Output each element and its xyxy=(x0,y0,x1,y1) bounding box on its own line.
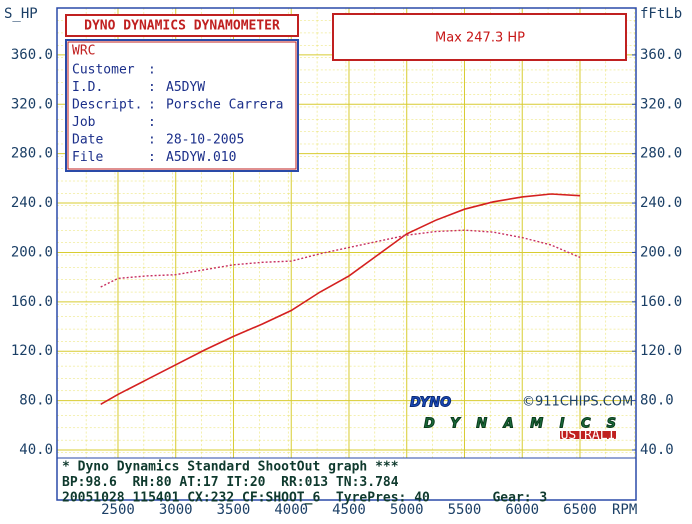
x-tick-label: 4500 xyxy=(332,502,366,518)
info-field: : xyxy=(148,133,156,148)
header: DYNO DYNAMICS DYNAMOMETER xyxy=(84,19,280,34)
y2-tick-label: 200.0 xyxy=(640,244,682,260)
header-box xyxy=(65,14,299,37)
info-title: WRC xyxy=(72,44,95,59)
info-box-inner xyxy=(67,41,297,170)
x-tick-label: 6500 xyxy=(563,502,597,518)
info-field: : xyxy=(148,98,156,113)
info-field: A5DYW.010 xyxy=(166,150,236,165)
y-tick-label: 120.0 xyxy=(11,343,53,359)
y2-tick-label: 160.0 xyxy=(640,294,682,310)
info-field: : xyxy=(148,80,156,95)
info-box xyxy=(65,39,299,172)
info-field: File xyxy=(72,150,103,165)
y2-tick-label: 80.0 xyxy=(640,393,674,409)
info-field: : xyxy=(148,115,156,130)
y2-tick-label: 320.0 xyxy=(640,96,682,112)
y2-tick-label: 240.0 xyxy=(640,195,682,211)
footer: * Dyno Dynamics Standard ShootOut graph … xyxy=(62,460,547,506)
logo-top: DYNO xyxy=(410,396,451,411)
y-tick-label: 40.0 xyxy=(19,442,53,458)
logo-bar xyxy=(560,431,616,439)
info-field: A5DYW xyxy=(166,80,205,95)
footer-line: BP:98.6 RH:80 AT:17 IT:20 RR:013 TN:3.78… xyxy=(62,475,399,490)
info-field: Customer xyxy=(72,63,135,78)
y-tick-label: 80.0 xyxy=(19,393,53,409)
y-tick-label: 200.0 xyxy=(11,244,53,260)
frame xyxy=(56,7,637,501)
y-tick-label: 320.0 xyxy=(11,96,53,112)
y2-tick-label: 280.0 xyxy=(640,146,682,162)
info-field: 28-10-2005 xyxy=(166,133,244,148)
info-field: Porsche Carrera xyxy=(166,98,283,113)
footer-line: 20051028 115401 CX:232 CF:SHOOT_6 TyrePr… xyxy=(62,491,547,506)
series-line xyxy=(100,193,581,405)
y2-axis-label: fFtLb xyxy=(640,6,682,22)
y-tick-label: 160.0 xyxy=(11,294,53,310)
info-field: Job xyxy=(72,115,96,130)
x-tick-label: 3500 xyxy=(217,502,251,518)
logo-site: ©911CHIPS.COM xyxy=(522,395,633,410)
y2-tick-label: 120.0 xyxy=(640,343,682,359)
y-tick-label: 360.0 xyxy=(11,47,53,63)
info-rows: Customer: I.D.: A5DYW Descript.: Porsche Car… xyxy=(72,63,283,166)
max-box xyxy=(332,13,627,61)
chart-title: Max 247.3 HP xyxy=(435,31,525,46)
x-tick-label: 6000 xyxy=(505,502,539,518)
y-axis-label: S_HP xyxy=(4,6,38,22)
info-field: : xyxy=(148,150,156,165)
info-field: I.D. xyxy=(72,80,103,95)
x-tick-label: 3000 xyxy=(159,502,193,518)
info-field: Date xyxy=(72,133,103,148)
y2-tick-label: 40.0 xyxy=(640,442,674,458)
y2-tick-label: 360.0 xyxy=(640,47,682,63)
x-tick-label: 2500 xyxy=(101,502,135,518)
info-field: : xyxy=(148,63,156,78)
y-tick-label: 280.0 xyxy=(11,146,53,162)
footer-line: * Dyno Dynamics Standard ShootOut graph … xyxy=(62,460,399,475)
logo-country: AUSTRALIA xyxy=(553,428,624,443)
x-tick-label: 5500 xyxy=(448,502,482,518)
x-tick-label: 5000 xyxy=(390,502,424,518)
y-tick-label: 240.0 xyxy=(11,195,53,211)
info-field: Descript. xyxy=(72,98,142,113)
x-axis-label: RPM xyxy=(612,502,637,518)
x-tick-label: 4000 xyxy=(274,502,308,518)
series-line xyxy=(100,229,581,288)
